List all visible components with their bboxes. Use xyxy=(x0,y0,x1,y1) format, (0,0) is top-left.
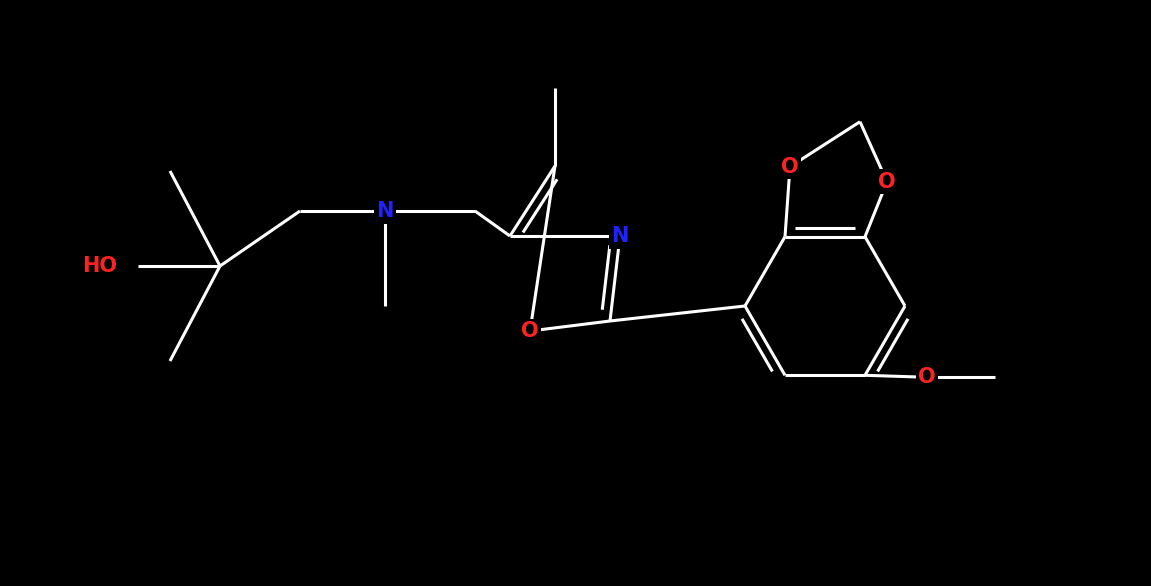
Text: O: O xyxy=(782,156,799,177)
Text: O: O xyxy=(521,321,539,341)
Text: N: N xyxy=(611,226,628,246)
Text: O: O xyxy=(918,367,936,387)
Text: O: O xyxy=(878,172,895,192)
Text: HO: HO xyxy=(83,256,117,276)
Text: N: N xyxy=(376,201,394,221)
